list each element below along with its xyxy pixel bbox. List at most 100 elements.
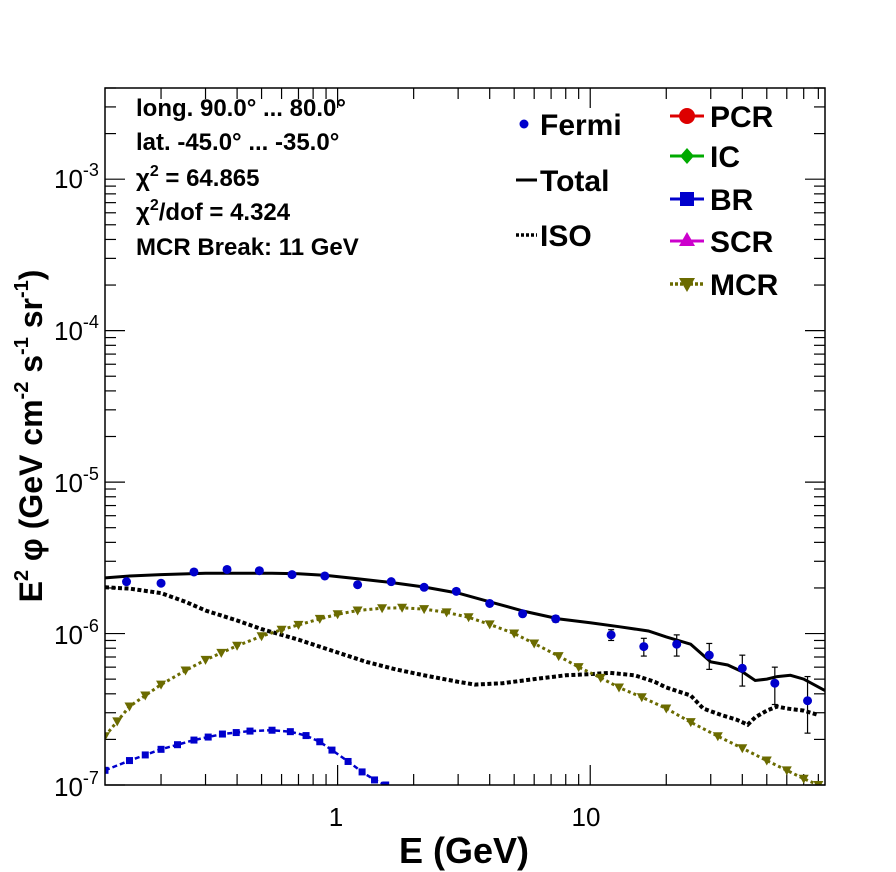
x-tick-label: 1 <box>329 802 343 832</box>
series-layer <box>105 571 825 785</box>
fermi-marker <box>222 564 232 574</box>
legend-marker-fermi <box>519 119 529 129</box>
fermi-marker <box>287 570 297 580</box>
fermi-marker <box>254 566 264 576</box>
y-tick-label: 10-4 <box>54 312 99 346</box>
br-marker <box>358 768 366 776</box>
mcr-marker <box>314 614 325 624</box>
plot-frame <box>104 87 826 786</box>
y-tick-label: 10-3 <box>54 160 99 194</box>
mcr-marker <box>761 756 772 766</box>
mcr-marker <box>232 641 243 651</box>
fermi-marker <box>803 696 813 706</box>
mcr-marker <box>798 774 809 784</box>
fermi-point <box>606 629 616 642</box>
mcr-marker <box>397 603 408 613</box>
br-marker <box>344 757 352 765</box>
fermi-points <box>122 564 813 734</box>
legend-item-iso: ISO <box>516 220 592 253</box>
mcr-marker <box>595 673 606 683</box>
legend-label: Total <box>540 165 609 198</box>
br-marker <box>174 741 182 749</box>
fermi-point <box>770 666 780 706</box>
legend-item-mcr: MCR <box>670 269 779 302</box>
mcr-marker <box>105 732 110 742</box>
fermi-marker <box>485 598 495 608</box>
fermi-marker <box>518 609 528 619</box>
fermi-marker <box>353 580 363 590</box>
br-marker <box>302 732 310 740</box>
mcr-marker <box>614 683 625 693</box>
br-marker <box>371 776 379 784</box>
mcr-marker <box>661 704 672 714</box>
mcr-marker <box>463 613 474 623</box>
br-marker <box>246 727 254 735</box>
mcr-marker <box>200 655 211 665</box>
x-tick-label: 10 <box>572 802 601 832</box>
fermi-point <box>419 582 429 592</box>
y-tick-label: 10-5 <box>54 464 99 498</box>
axis-ticks <box>105 87 825 786</box>
br-marker <box>190 736 198 744</box>
br-marker <box>382 781 390 785</box>
br-marker <box>141 751 149 759</box>
mcr-marker <box>419 605 430 615</box>
fermi-marker <box>551 614 561 624</box>
chi2-annotation: χ2 = 64.865 <box>136 163 260 192</box>
mcr-marker <box>124 702 135 712</box>
br-marker <box>328 746 336 754</box>
fermi-point <box>451 586 461 596</box>
mcr-marker <box>140 691 151 701</box>
fermi-point <box>122 577 132 587</box>
mcr-marker <box>441 608 452 618</box>
mcr-marker <box>553 652 564 662</box>
fermi-marker <box>386 577 396 587</box>
series-line-iso <box>105 585 819 728</box>
br-marker <box>105 766 109 774</box>
fermi-point <box>320 571 330 581</box>
mcr-marker <box>484 620 495 630</box>
br-marker <box>268 726 276 734</box>
fermi-marker <box>672 639 682 649</box>
y-tick-label: 10-7 <box>54 768 99 802</box>
mcr-marker <box>256 632 267 642</box>
mcr-marker <box>712 732 723 742</box>
series-br <box>105 726 390 785</box>
legend-marker-scr <box>679 232 695 246</box>
mcr-marker <box>529 639 540 649</box>
legend-marker-mcr <box>679 278 695 292</box>
legend-item-total: Total <box>516 165 609 198</box>
legend-label: MCR <box>710 269 779 302</box>
fermi-marker <box>451 586 461 596</box>
br-marker <box>218 730 226 738</box>
fermi-point <box>189 567 199 577</box>
legend-marker-ic <box>680 148 694 164</box>
fermi-point <box>551 614 561 624</box>
br-marker <box>316 738 324 746</box>
longitude-annotation: long. 90.0° ... 80.0° <box>136 95 346 122</box>
fermi-point <box>704 642 714 670</box>
legend-label: PCR <box>710 101 774 134</box>
mcr-marker <box>685 718 696 728</box>
series-iso <box>105 585 819 728</box>
fermi-point <box>254 566 264 576</box>
br-marker <box>157 745 165 753</box>
fermi-point <box>672 634 682 657</box>
mcr-marker <box>377 604 388 614</box>
legend-label: BR <box>710 184 754 217</box>
fermi-point <box>518 609 528 619</box>
fermi-point <box>156 578 166 588</box>
legend-item-fermi: Fermi <box>519 109 622 142</box>
mcr-marker <box>781 766 792 776</box>
mcr-marker <box>636 693 647 703</box>
legend-item-pcr: PCR <box>670 101 774 134</box>
mcr-marker <box>216 648 227 658</box>
mcr-marker <box>813 781 824 785</box>
mcr-marker <box>332 610 343 620</box>
br-marker <box>125 757 133 765</box>
mcr-marker <box>509 629 520 639</box>
mcr-marker <box>276 625 287 635</box>
legend-label: SCR <box>710 226 774 259</box>
